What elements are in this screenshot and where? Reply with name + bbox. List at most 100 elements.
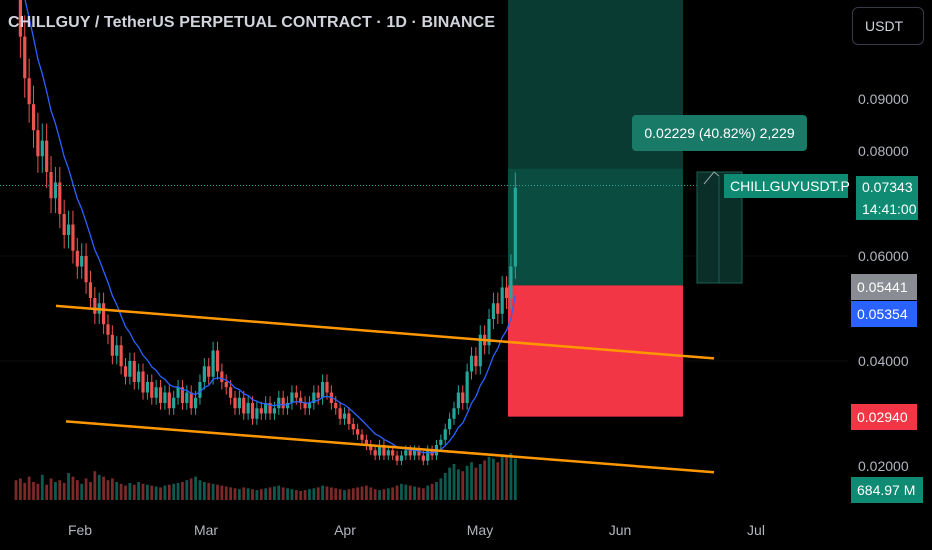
volume-bar	[417, 487, 421, 500]
volume-bar	[505, 456, 508, 500]
volume-bar	[513, 458, 517, 500]
candle	[377, 439, 382, 461]
volume-bar	[347, 489, 351, 500]
candle	[88, 270, 93, 309]
candle	[27, 58, 31, 123]
volume-bar	[356, 487, 360, 500]
volume-bar	[80, 483, 84, 500]
volume-bar	[167, 484, 171, 500]
volume-bar	[443, 473, 447, 500]
x-tick-label: Mar	[194, 522, 218, 538]
volume-bar	[268, 487, 272, 500]
candle	[110, 325, 114, 365]
position-zones	[508, 0, 683, 417]
moving-average-line[interactable]	[16, 0, 516, 454]
candle	[137, 363, 141, 390]
volume-bar	[176, 482, 180, 500]
volume-bar	[316, 487, 320, 500]
candle	[259, 401, 263, 420]
candle	[207, 358, 211, 385]
y-tick-label: 0.08000	[858, 143, 909, 159]
volume-bar	[312, 488, 316, 500]
candle	[158, 379, 163, 410]
y-axis[interactable]: 0.02000 0.04000 0.06000 0.08000 0.09000	[858, 91, 909, 474]
volume-bar	[373, 489, 377, 500]
volume-bar	[400, 483, 403, 500]
candle	[272, 401, 277, 420]
volume-bar	[509, 453, 513, 500]
candle	[31, 85, 36, 148]
candle	[281, 390, 285, 415]
candle	[180, 379, 185, 410]
trendlines[interactable]	[55, 304, 715, 474]
volume-bar	[216, 484, 219, 500]
volume-bar	[321, 485, 324, 500]
volume-bar	[461, 471, 465, 500]
currency-button[interactable]: USDT	[852, 7, 924, 45]
volume-bar	[483, 460, 487, 500]
volume-bar	[172, 483, 176, 500]
volume-bar	[365, 485, 368, 500]
trendline[interactable]	[55, 304, 715, 360]
volume-bar	[14, 480, 18, 500]
last-price-tag: 0.07343	[856, 176, 918, 198]
volume-bar	[49, 478, 53, 500]
volume-bar	[110, 478, 114, 500]
x-tick-label: Jun	[609, 522, 632, 538]
volume-bar	[211, 483, 215, 500]
volume-bar	[146, 484, 149, 500]
volume-bar	[67, 473, 70, 500]
volume-bar	[233, 488, 237, 500]
volume-bar	[496, 462, 500, 500]
measure-label[interactable]: 0.02229 (40.82%) 2,229	[632, 115, 807, 151]
symbol-tag[interactable]: CHILLGUYUSDT.P	[724, 174, 850, 198]
loss-zone[interactable]	[508, 285, 683, 417]
x-axis[interactable]: Feb Mar Apr May Jun Jul	[68, 522, 765, 538]
trendline[interactable]	[65, 420, 715, 474]
candle	[504, 276, 509, 309]
candle	[268, 396, 272, 420]
candle	[478, 325, 482, 375]
candle	[23, 15, 27, 98]
volume-bar	[58, 480, 62, 500]
volume-bar	[75, 480, 79, 500]
volume-bar	[159, 487, 162, 500]
candle	[115, 336, 119, 365]
profit-zone[interactable]	[508, 168, 683, 286]
volume-bar	[299, 491, 303, 500]
x-tick-label: Apr	[334, 522, 356, 538]
volume-bar	[128, 482, 132, 500]
volume-bar	[251, 489, 254, 500]
volume-bar	[439, 478, 443, 500]
volume-bar	[470, 462, 473, 500]
candle	[443, 423, 447, 445]
candle	[242, 390, 246, 420]
candle	[145, 374, 149, 400]
projection-arrow	[703, 171, 720, 185]
volume-bar	[487, 456, 491, 500]
volume-bar	[435, 482, 438, 500]
candle	[185, 385, 189, 410]
volume-bar	[115, 482, 119, 500]
candle	[290, 385, 294, 410]
candle	[373, 445, 377, 461]
candle	[360, 429, 364, 445]
candle	[364, 434, 368, 451]
volume-bar	[369, 487, 373, 500]
volume-bar	[290, 489, 294, 500]
volume-bar	[141, 483, 145, 500]
candle	[469, 347, 474, 380]
volume-bar	[119, 483, 123, 500]
volume-bar	[124, 485, 127, 500]
stop-price-tag: 0.02940	[851, 404, 917, 430]
candle	[321, 374, 325, 405]
candle	[465, 363, 469, 410]
volume-bar	[421, 488, 425, 500]
candle	[342, 407, 347, 425]
candle	[132, 352, 136, 390]
volume-bar	[246, 488, 250, 500]
volume-bar	[294, 490, 298, 500]
volume-bar	[36, 483, 40, 500]
